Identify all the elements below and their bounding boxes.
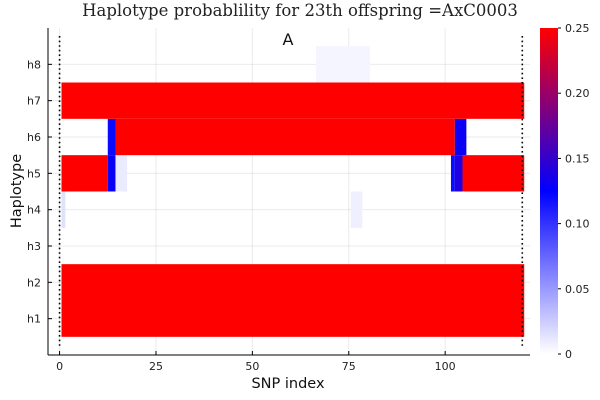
y-tick-label: h5: [27, 167, 41, 180]
x-tick-label: 0: [56, 360, 63, 373]
heatmap-cell: [454, 118, 467, 156]
chart-title: Haplotype probablility for 23th offsprin…: [82, 1, 518, 20]
heatmap-cell: [61, 82, 525, 119]
colorbar-tick-label: 0.25: [565, 22, 590, 35]
y-tick-label: h6: [27, 131, 41, 144]
heatmap-cell: [61, 264, 525, 301]
y-tick-label: h2: [27, 276, 41, 289]
colorbar-ticks: 0 0.05 0.10 0.15 0.20 0.25: [558, 22, 590, 361]
panel-label: A: [283, 30, 294, 49]
y-tick-label: h4: [27, 204, 41, 217]
y-tick-label: h7: [27, 95, 41, 108]
y-tick-label: h1: [27, 313, 41, 326]
heatmap-cell: [107, 118, 116, 156]
x-tick-label: 25: [149, 360, 163, 373]
heatmap-cell: [61, 155, 108, 192]
y-tick-label: h3: [27, 240, 41, 253]
heatmap-cell: [115, 155, 128, 192]
heatmap-cell: [462, 155, 525, 192]
colorbar-tick-label: 0: [565, 348, 572, 361]
heatmap-cell: [454, 155, 463, 192]
x-tick-label: 75: [342, 360, 356, 373]
x-ticks: 0 25 50 75 100: [56, 351, 456, 373]
heatmap-cell: [61, 300, 525, 337]
snp-range-markers: [58, 36, 524, 348]
y-axis-label: Haplotype: [9, 154, 25, 228]
x-tick-label: 100: [435, 360, 456, 373]
heatmap-cell: [115, 118, 455, 156]
colorbar-tick-label: 0.15: [565, 152, 590, 165]
colorbar: [540, 28, 558, 354]
heatmap-cell: [350, 191, 363, 228]
heatmap-cell: [107, 155, 116, 192]
y-tick-label: h8: [27, 58, 41, 71]
x-axis-label: SNP index: [251, 376, 324, 392]
x-tick-label: 50: [245, 360, 259, 373]
heatmap-cell: [450, 155, 455, 192]
colorbar-tick-label: 0.20: [565, 87, 590, 100]
heatmap-cells: [61, 46, 525, 337]
heatmap-cell: [315, 46, 370, 83]
colorbar-tick-label: 0.05: [565, 283, 590, 296]
colorbar-tick-label: 0.10: [565, 218, 590, 231]
y-ticks: h1 h2 h3 h4 h5 h6 h7 h8: [27, 58, 52, 326]
heatmap-cell: [61, 191, 66, 228]
